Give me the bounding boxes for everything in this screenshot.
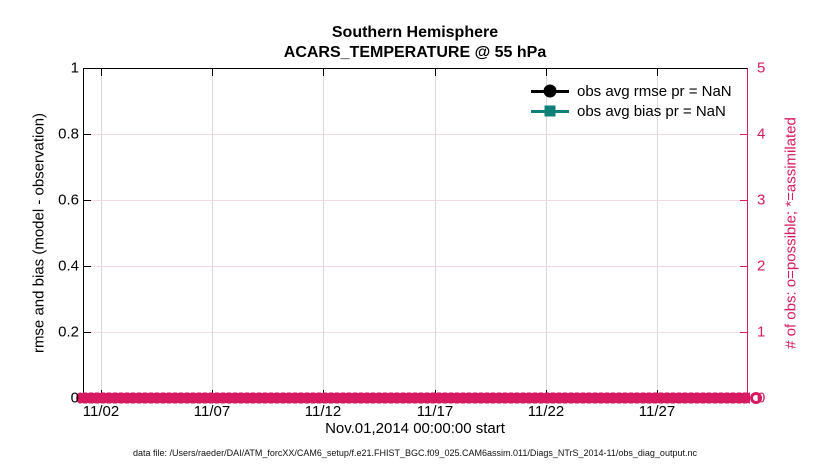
x-tick-mark <box>546 69 547 76</box>
x-tick-label: 11/17 <box>416 403 454 420</box>
gridline-vertical <box>657 69 658 397</box>
gridline-horizontal <box>84 134 747 135</box>
gridline-vertical <box>212 69 213 397</box>
x-axis-label: Nov.01,2014 00:00:00 start <box>325 420 505 437</box>
y-right-tick-label: 4 <box>757 125 766 143</box>
gridline-vertical <box>101 69 102 397</box>
y-right-tick-label: 1 <box>757 323 766 341</box>
x-tick-label: 11/07 <box>193 403 231 420</box>
x-tick-label: 11/27 <box>638 403 676 420</box>
x-tick-label: 11/02 <box>82 403 120 420</box>
y-right-tick-mark <box>740 200 747 201</box>
rmse-circle-marker-icon <box>543 84 557 98</box>
x-tick-mark <box>435 69 436 76</box>
bias-square-marker-icon <box>544 105 556 117</box>
legend-item-rmse: obs avg rmse pr = NaN <box>531 81 732 101</box>
x-tick-label: 11/22 <box>527 403 565 420</box>
x-tick-label: 11/12 <box>304 403 342 420</box>
legend: obs avg rmse pr = NaN obs avg bias pr = … <box>531 81 732 121</box>
x-tick-mark <box>323 69 324 76</box>
y-left-tick-mark <box>84 200 91 201</box>
y-right-tick-mark <box>740 134 747 135</box>
x-tick-mark <box>212 69 213 76</box>
y-right-tick-label: 0 <box>757 389 766 407</box>
y-left-tick-mark <box>84 332 91 333</box>
legend-label-rmse: obs avg rmse pr = NaN <box>577 82 732 100</box>
y-left-tick-label: 0.2 <box>58 323 79 341</box>
legend-item-bias: obs avg bias pr = NaN <box>531 101 732 121</box>
y-right-tick-label: 5 <box>757 59 766 77</box>
obs-count-end-circle-icon <box>750 392 762 404</box>
y-left-tick-label: 0.6 <box>58 191 79 209</box>
bias-line-sample <box>531 105 569 117</box>
data-file-caption: data file: /Users/raeder/DAI/ATM_forcXX/… <box>133 448 697 458</box>
y-left-tick-label: 0 <box>70 389 79 407</box>
y-axis-label-right: # of obs: o=possible; *=assimilated <box>782 117 800 349</box>
y-left-tick-label: 0.8 <box>58 125 79 143</box>
y-right-tick-mark <box>740 332 747 333</box>
y-right-tick-label: 3 <box>757 191 766 209</box>
gridline-vertical <box>435 69 436 397</box>
y-axis-label-left: rmse and bias (model - observation) <box>30 112 48 354</box>
gridline-horizontal <box>84 200 747 201</box>
chart-title: Southern Hemisphere <box>331 24 499 41</box>
y-left-tick-label: 1 <box>70 59 79 77</box>
y-left-tick-mark <box>84 134 91 135</box>
obs-count-marker-band <box>76 392 750 404</box>
rmse-line-sample <box>531 84 569 98</box>
legend-label-bias: obs avg bias pr = NaN <box>577 102 726 120</box>
plot-area <box>83 68 748 398</box>
gridline-horizontal <box>84 332 747 333</box>
x-tick-mark <box>657 69 658 76</box>
chart-subtitle: ACARS_TEMPERATURE @ 55 hPa <box>283 44 547 61</box>
y-left-tick-label: 0.4 <box>58 257 79 275</box>
x-tick-mark <box>101 69 102 76</box>
y-left-tick-mark <box>84 266 91 267</box>
gridline-horizontal <box>84 266 747 267</box>
y-right-tick-label: 2 <box>757 257 766 275</box>
gridline-vertical <box>323 69 324 397</box>
y-right-tick-mark <box>740 266 747 267</box>
gridline-vertical <box>546 69 547 397</box>
